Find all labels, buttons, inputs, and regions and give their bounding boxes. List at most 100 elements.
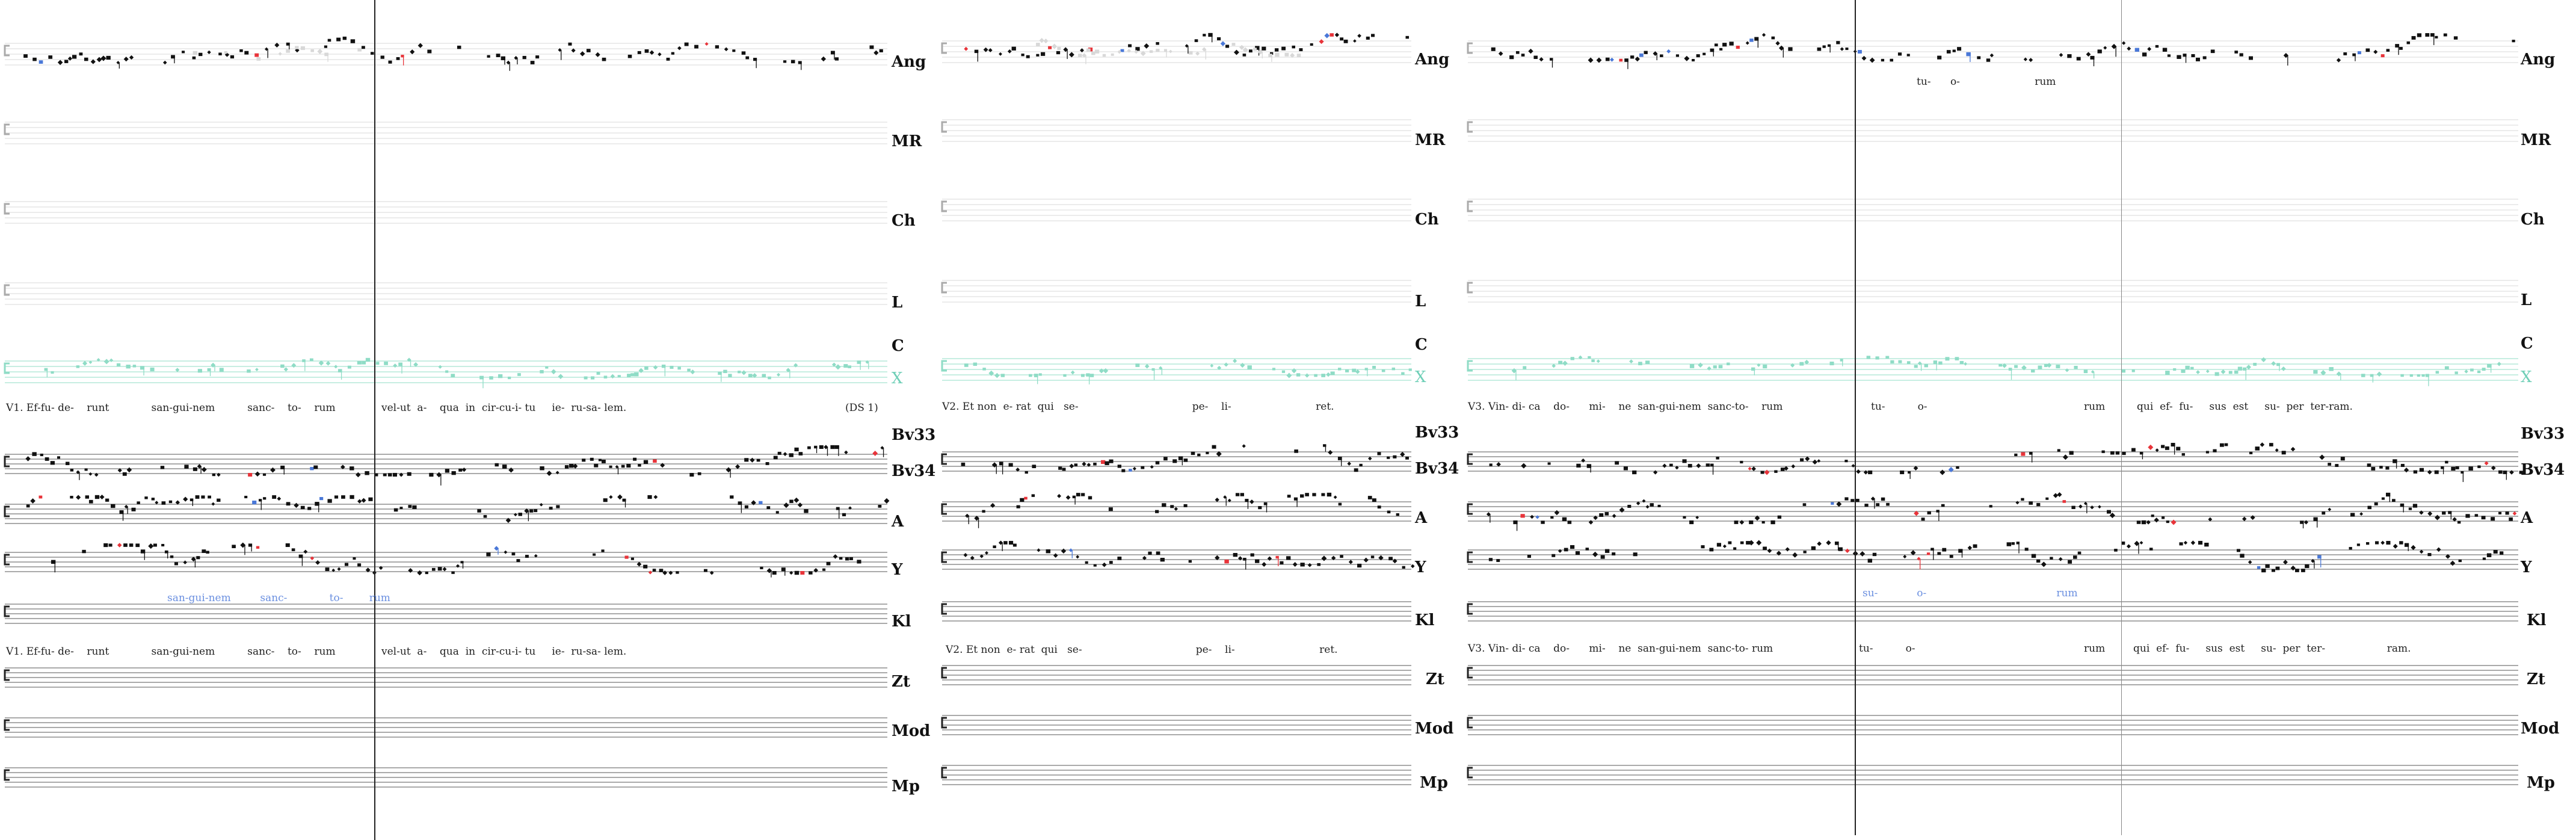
neume-note — [361, 498, 366, 503]
neume-note — [1749, 39, 1754, 42]
neume-note — [2317, 555, 2322, 559]
neume-note — [1008, 540, 1014, 545]
neume-note — [839, 557, 843, 560]
neume-note — [2417, 33, 2422, 37]
neume-note — [1771, 36, 1775, 40]
neume-note — [596, 371, 600, 375]
neume-note — [1215, 555, 1220, 561]
neume-note — [857, 360, 861, 364]
neume-note — [2509, 517, 2513, 521]
neume-note — [494, 546, 499, 551]
neume-note — [2379, 466, 2383, 469]
neume-note — [741, 370, 747, 375]
neume-note — [2281, 366, 2286, 371]
neume-note — [753, 58, 757, 61]
neume-note — [1103, 368, 1109, 374]
neume-note — [1937, 552, 1941, 555]
neume-note — [270, 467, 276, 473]
neume-note — [844, 450, 848, 454]
neume-note — [1596, 57, 1602, 63]
neume-note — [350, 495, 354, 499]
neume-note — [2386, 540, 2391, 545]
neume-note — [1174, 507, 1179, 511]
neume-note — [26, 504, 30, 508]
staff-label-c: C — [892, 337, 904, 355]
neume-note — [1038, 373, 1042, 376]
neume-note — [1076, 493, 1080, 496]
clef-icon — [4, 284, 10, 296]
neume-note — [486, 552, 491, 557]
neume-note — [1065, 495, 1071, 500]
neume-note — [456, 564, 460, 568]
neume-note — [794, 570, 800, 575]
neume-note — [793, 497, 800, 503]
neume-note — [772, 570, 777, 575]
staff-label-bv34: Bv34 — [892, 462, 936, 480]
neume-note — [76, 495, 81, 500]
neume-note — [603, 498, 608, 502]
neume-note — [2057, 492, 2062, 497]
neume-note — [2498, 470, 2503, 474]
neume-note — [609, 465, 612, 468]
neume-note — [1160, 558, 1165, 562]
neume-note — [1802, 503, 1807, 506]
neume-note — [1183, 504, 1188, 507]
neume-note — [677, 366, 681, 370]
staff-label-c: C — [2521, 335, 2533, 353]
neume-note — [353, 557, 356, 560]
neume-note — [1528, 48, 1533, 54]
neume-note — [766, 568, 772, 573]
neume-note — [1840, 359, 1843, 362]
neume-note — [636, 561, 642, 567]
clef-icon — [941, 667, 947, 679]
neume-note — [1977, 56, 1981, 60]
neume-note — [1253, 48, 1257, 51]
neume-note — [1822, 45, 1826, 48]
neume-note — [1539, 57, 1544, 62]
verse-text: rum — [2084, 401, 2106, 413]
neume-note — [833, 554, 838, 559]
neume-note — [1178, 456, 1183, 460]
neume-note — [2393, 459, 2397, 463]
neume-note — [427, 49, 432, 54]
neume-note — [2166, 520, 2169, 523]
neume-note — [2443, 33, 2447, 37]
neume-note — [1687, 464, 1692, 468]
neume-note — [1031, 494, 1035, 497]
neume-note — [2044, 364, 2048, 367]
neume-note — [425, 571, 428, 575]
neume-note — [2242, 516, 2247, 522]
neume-note — [2435, 514, 2441, 520]
neume-note — [461, 467, 467, 472]
neume-note — [766, 506, 771, 510]
neume-note — [1058, 466, 1062, 470]
neume-note — [103, 359, 109, 365]
neume-note — [530, 61, 535, 64]
neume-note — [2183, 54, 2187, 57]
neume-note — [1521, 54, 1525, 57]
neume-note — [1274, 48, 1279, 52]
neume-note — [834, 57, 839, 61]
neume-note — [181, 51, 185, 54]
neume-note — [174, 562, 178, 566]
neume-note — [2406, 41, 2411, 45]
neume-note — [826, 561, 831, 566]
neume-note — [1612, 552, 1616, 556]
neume-note — [1000, 374, 1005, 377]
clef-icon — [4, 554, 10, 566]
neume-note — [2062, 500, 2066, 503]
neume-note — [765, 462, 769, 465]
neume-note — [1367, 496, 1372, 499]
neume-note — [240, 542, 246, 548]
neume-note — [1612, 514, 1616, 518]
neume-note — [1727, 362, 1730, 366]
neume-note — [964, 363, 969, 367]
neume-note — [1719, 48, 1723, 51]
neume-note — [579, 51, 585, 57]
neume-note — [1550, 58, 1553, 61]
neume-note — [1645, 505, 1650, 509]
neume-note — [1291, 368, 1297, 374]
neume-note — [350, 39, 356, 43]
neume-note — [1293, 497, 1298, 501]
neume-note — [621, 465, 625, 468]
